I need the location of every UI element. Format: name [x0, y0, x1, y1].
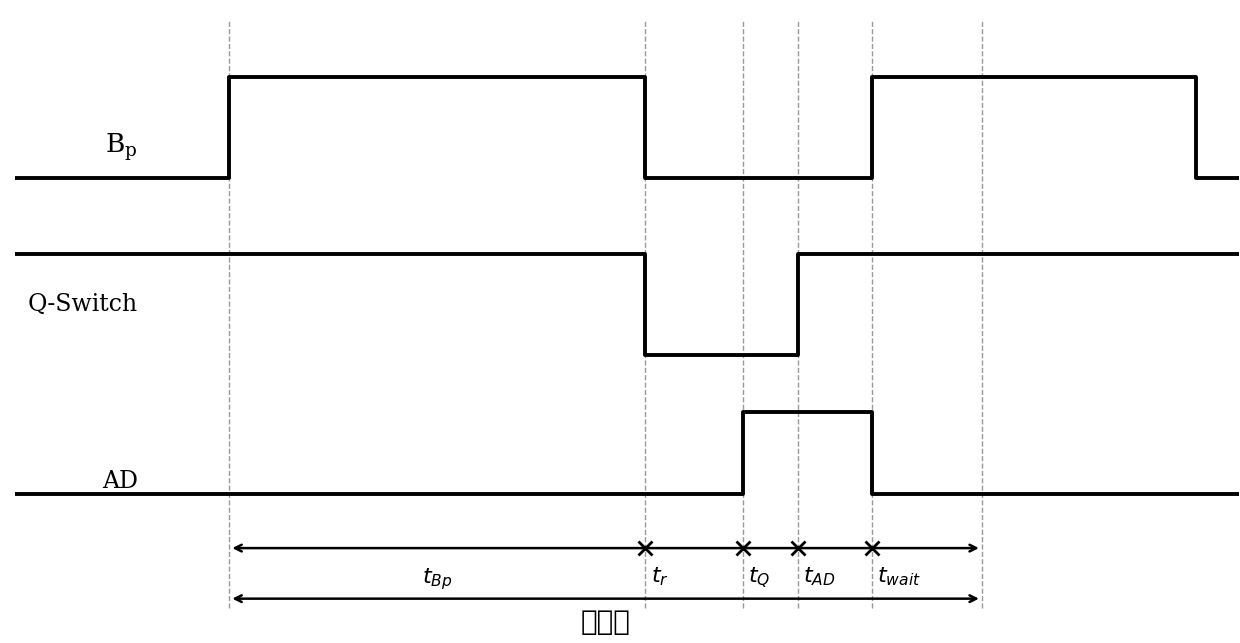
Text: $t_r$: $t_r$ — [651, 566, 670, 588]
Text: $t_Q$: $t_Q$ — [748, 566, 770, 590]
Text: $t_{AD}$: $t_{AD}$ — [804, 566, 836, 588]
Text: AD: AD — [102, 470, 138, 493]
Text: $\mathregular{B_p}$: $\mathregular{B_p}$ — [105, 131, 138, 163]
Text: Q-Switch: Q-Switch — [27, 293, 138, 316]
Text: $t_{Bp}$: $t_{Bp}$ — [422, 566, 453, 592]
Text: $t_{wait}$: $t_{wait}$ — [877, 566, 920, 588]
Text: 一周期: 一周期 — [580, 608, 631, 636]
